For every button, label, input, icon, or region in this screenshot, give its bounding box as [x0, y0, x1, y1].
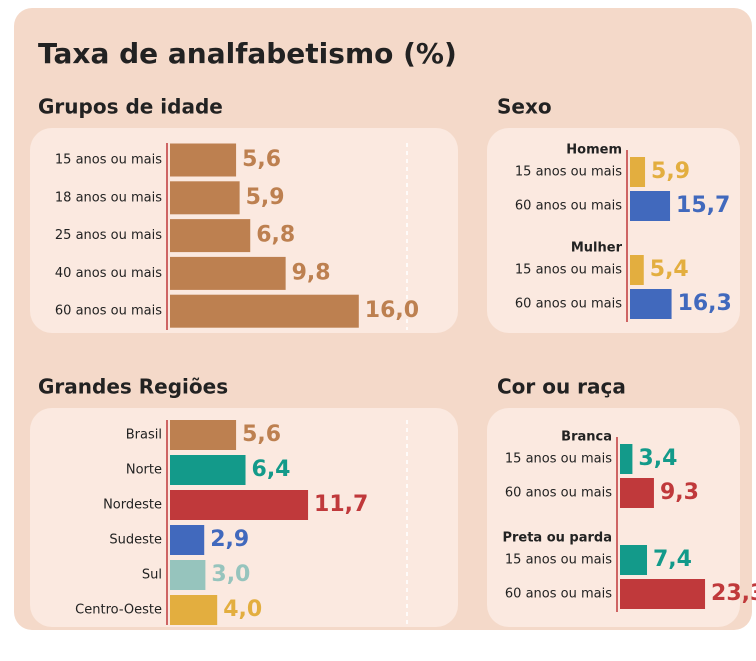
category-label: 15 anos ou mais	[505, 553, 612, 568]
value-label: 15,7	[676, 193, 730, 218]
value-label: 11,7	[314, 492, 368, 517]
panel	[487, 128, 740, 333]
group-label: Preta ou parda	[502, 531, 612, 546]
bar	[170, 420, 237, 450]
chart-title: Cor ou raça	[497, 375, 626, 399]
value-label: 16,3	[678, 291, 732, 316]
category-label: 60 anos ou mais	[505, 486, 612, 501]
bar	[620, 478, 654, 508]
value-label: 6,4	[252, 457, 291, 482]
value-label: 3,0	[211, 562, 250, 587]
category-label: 40 anos ou mais	[55, 266, 162, 281]
category-label: 18 anos ou mais	[55, 190, 162, 205]
bar	[170, 256, 286, 290]
category-label: Nordeste	[103, 498, 162, 513]
bar	[620, 579, 706, 609]
value-label: 5,4	[650, 257, 689, 282]
bar	[170, 143, 237, 177]
bar	[630, 289, 672, 319]
category-label: Brasil	[126, 428, 162, 443]
value-label: 5,6	[242, 422, 281, 447]
value-label: 23,3	[711, 581, 756, 606]
value-label: 9,8	[292, 260, 331, 285]
bar	[620, 545, 648, 575]
bar	[170, 294, 359, 328]
main-title: Taxa de analfabetismo (%)	[38, 37, 457, 70]
value-label: 9,3	[660, 480, 699, 505]
chart-title: Grupos de idade	[38, 95, 223, 119]
bar	[170, 455, 246, 485]
bar	[170, 490, 309, 520]
category-label: 60 anos ou mais	[55, 304, 162, 319]
bar	[170, 181, 240, 215]
category-label: 60 anos ou mais	[505, 587, 612, 602]
category-label: Sul	[142, 568, 162, 583]
category-label: 15 anos ou mais	[55, 153, 162, 168]
category-label: 15 anos ou mais	[515, 263, 622, 278]
category-label: 60 anos ou mais	[515, 297, 622, 312]
chart-title: Sexo	[497, 95, 552, 119]
category-label: 60 anos ou mais	[515, 199, 622, 214]
value-label: 2,9	[210, 527, 249, 552]
category-label: 15 anos ou mais	[505, 452, 612, 467]
value-label: 5,9	[651, 159, 690, 184]
bar	[620, 444, 633, 474]
bar	[170, 560, 206, 590]
category-label: Norte	[126, 463, 162, 478]
value-label: 5,9	[246, 185, 285, 210]
category-label: Sudeste	[109, 533, 162, 548]
value-label: 6,8	[256, 223, 295, 248]
group-label: Mulher	[571, 241, 623, 256]
group-label: Branca	[561, 430, 612, 445]
value-label: 3,4	[638, 446, 677, 471]
panel	[487, 408, 740, 627]
category-label: Centro-Oeste	[75, 603, 162, 618]
value-label: 5,6	[242, 147, 281, 172]
bar	[170, 219, 251, 253]
bar	[170, 525, 205, 555]
value-label: 16,0	[365, 298, 419, 323]
category-label: 25 anos ou mais	[55, 228, 162, 243]
chart-title: Grandes Regiões	[38, 375, 228, 399]
bar	[630, 191, 671, 221]
bar	[630, 157, 646, 187]
category-label: 15 anos ou mais	[515, 165, 622, 180]
group-label: Homem	[566, 143, 622, 158]
value-label: 7,4	[653, 547, 692, 572]
value-label: 4,0	[223, 597, 262, 622]
bar	[170, 595, 218, 625]
bar	[630, 255, 644, 285]
